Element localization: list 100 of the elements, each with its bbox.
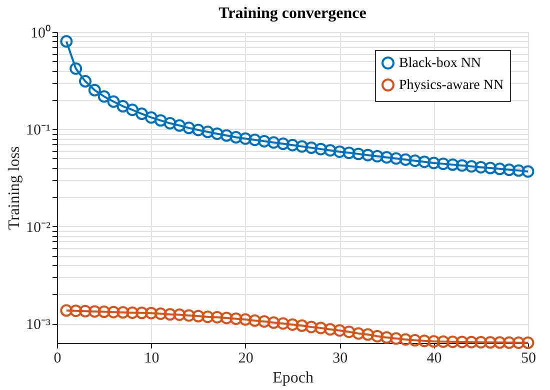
point: [390, 332, 402, 345]
point: [305, 142, 318, 154]
point: [522, 336, 534, 350]
point: [220, 312, 233, 324]
point: [399, 153, 412, 166]
point: [210, 128, 224, 140]
point: [324, 323, 336, 336]
point: [70, 62, 82, 75]
point: [248, 134, 262, 146]
point: [267, 316, 280, 329]
point: [314, 142, 328, 156]
point: [136, 108, 148, 120]
point: [173, 308, 186, 321]
chart-title: Training convergence: [218, 5, 366, 22]
point: [522, 165, 534, 178]
x-tick-label: 20: [238, 350, 254, 366]
point: [182, 122, 196, 134]
point: [502, 164, 516, 176]
y-tick-label: 10⁻²: [26, 220, 51, 236]
x-axis-title: Epoch: [272, 370, 314, 386]
point: [88, 84, 101, 96]
point: [220, 129, 233, 142]
point: [428, 335, 440, 348]
x-tick-label: 30: [332, 350, 348, 366]
point: [126, 104, 139, 116]
point: [258, 134, 270, 148]
point: [239, 313, 252, 326]
y-tick-label: 10⁻³: [26, 317, 51, 333]
point: [258, 315, 270, 328]
x-tick-label: 0: [54, 350, 62, 366]
legend-label: Black-box NN: [399, 56, 482, 71]
point: [164, 308, 176, 321]
point: [88, 305, 101, 318]
point: [380, 151, 393, 164]
point: [154, 114, 167, 127]
legend-label: Physics-aware NN: [399, 78, 504, 93]
point: [248, 314, 262, 327]
point: [79, 304, 92, 318]
point: [352, 148, 365, 160]
point: [342, 146, 356, 160]
point: [352, 327, 365, 340]
point: [305, 320, 318, 334]
point: [314, 322, 328, 334]
point: [201, 310, 214, 324]
point: [493, 162, 506, 176]
point: [126, 306, 139, 319]
x-tick-label: 40: [426, 350, 442, 366]
point: [484, 336, 497, 349]
point: [474, 336, 488, 349]
point: [418, 156, 431, 168]
point: [333, 324, 346, 337]
point: [144, 306, 158, 320]
point: [465, 336, 478, 348]
point: [371, 330, 384, 342]
point: [512, 336, 525, 349]
point: [107, 95, 120, 108]
point: [484, 162, 497, 174]
point: [239, 132, 252, 145]
point: [210, 311, 224, 324]
point: [276, 317, 290, 330]
x-tick-label: 10: [144, 350, 160, 366]
y-tick-label: 10⁻¹: [26, 122, 50, 139]
point: [230, 312, 242, 325]
point: [286, 138, 299, 152]
point: [446, 158, 459, 171]
point: [201, 126, 214, 138]
x-tick-label: 50: [521, 350, 536, 366]
point: [502, 336, 516, 349]
point: [446, 336, 459, 348]
point: [408, 334, 422, 347]
point: [362, 328, 374, 341]
point: [371, 150, 384, 162]
point: [98, 90, 110, 103]
point: [390, 152, 402, 165]
point: [267, 136, 280, 149]
point: [70, 304, 82, 318]
point: [512, 164, 525, 177]
point: [173, 119, 186, 132]
point: [474, 160, 488, 174]
point: [333, 145, 346, 158]
point: [465, 160, 478, 173]
y-tick-label: 10⁰: [30, 24, 50, 42]
point: [436, 158, 450, 170]
point: [116, 306, 130, 319]
point: [60, 304, 73, 317]
point: [79, 75, 92, 88]
point: [60, 35, 73, 48]
point: [230, 131, 242, 144]
point: [436, 335, 450, 348]
point: [456, 336, 468, 348]
point: [136, 306, 148, 320]
point: [380, 331, 393, 344]
point: [456, 159, 468, 172]
point: [362, 148, 374, 162]
point: [399, 333, 412, 346]
point: [418, 334, 431, 348]
point: [192, 124, 205, 136]
point: [107, 306, 120, 318]
point: [164, 117, 176, 130]
point: [286, 318, 299, 331]
